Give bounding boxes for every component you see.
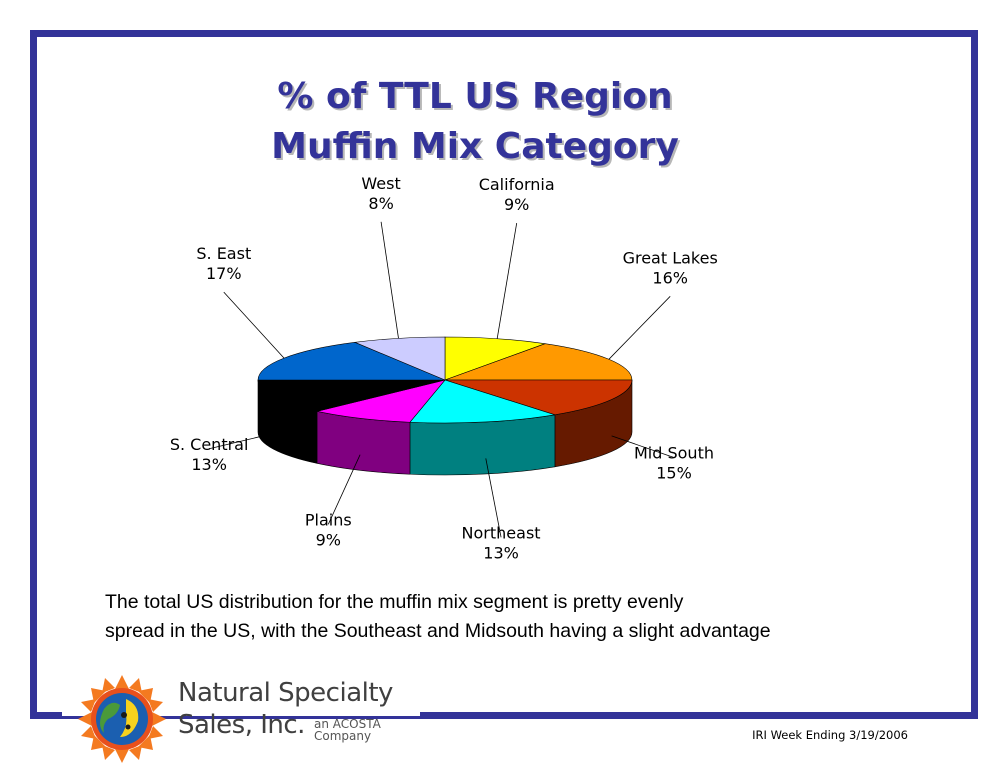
chart-title: % of TTL US Region Muffin Mix Category: [160, 72, 790, 172]
leader-line-northeast: [485, 458, 502, 538]
leader-line-s-central: [209, 433, 274, 450]
logo-name-line-2: Sales, Inc.: [178, 710, 305, 740]
pie-slice-great-lakes: [444, 343, 633, 381]
leader-line-great-lakes: [608, 296, 671, 360]
leader-line-plains: [327, 454, 361, 525]
slice-label-west: West: [361, 174, 400, 193]
slice-value-northeast: 13%: [483, 543, 519, 562]
pie-slice-northeast: [409, 379, 556, 424]
slice-label-s-east: S. East: [196, 244, 251, 263]
logo-sub-line-2: Company: [314, 729, 372, 743]
pie-slice-mid-south: [444, 379, 633, 416]
pie-slice-s-central: [257, 379, 446, 412]
slice-label-great-lakes: Great Lakes: [623, 248, 718, 267]
logo-name-line-1: Natural Specialty: [178, 678, 393, 708]
slice-label-california: California: [479, 175, 555, 194]
slice-value-great-lakes: 16%: [652, 268, 688, 287]
footer-source: IRI Week Ending 3/19/2006: [752, 728, 908, 742]
pie-slice-plains: [316, 379, 446, 423]
slice-value-west: 8%: [368, 194, 393, 213]
logo-sub-line-1: an ACOSTA: [314, 717, 381, 731]
leader-line-mid-south: [611, 435, 675, 458]
sun-globe-logo-icon: [78, 675, 166, 763]
slice-value-s-east: 17%: [206, 264, 242, 283]
slice-label-s-central: S. Central: [170, 435, 249, 454]
logo-subtitle: an ACOSTA Company: [314, 718, 381, 742]
pie-slice-west: [353, 336, 446, 381]
pie-side-northeast: [409, 414, 556, 476]
slice-label-plains: Plains: [305, 510, 352, 529]
slice-value-california: 9%: [504, 195, 529, 214]
caption: The total US distribution for the muffin…: [105, 588, 945, 646]
title-line-2: Muffin Mix Category: [271, 126, 679, 167]
leader-line-s-east: [223, 291, 285, 359]
pie-slice-s-east: [257, 342, 446, 381]
slice-value-mid-south: 15%: [656, 463, 692, 482]
company-logo: Natural Specialty Sales, Inc. an ACOSTA …: [74, 672, 414, 766]
slice-value-plains: 9%: [316, 530, 341, 549]
caption-line-1: The total US distribution for the muffin…: [105, 591, 684, 613]
leader-line-west: [380, 221, 399, 339]
slice-label-northeast: Northeast: [462, 523, 541, 542]
caption-line-2: spread in the US, with the Southeast and…: [105, 620, 771, 642]
title-line-1: % of TTL US Region: [277, 76, 673, 117]
leader-line-california: [496, 223, 518, 339]
slice-label-mid-south: Mid South: [634, 443, 714, 462]
slice-value-s-central: 13%: [191, 455, 227, 474]
slide-frame: [30, 30, 978, 719]
